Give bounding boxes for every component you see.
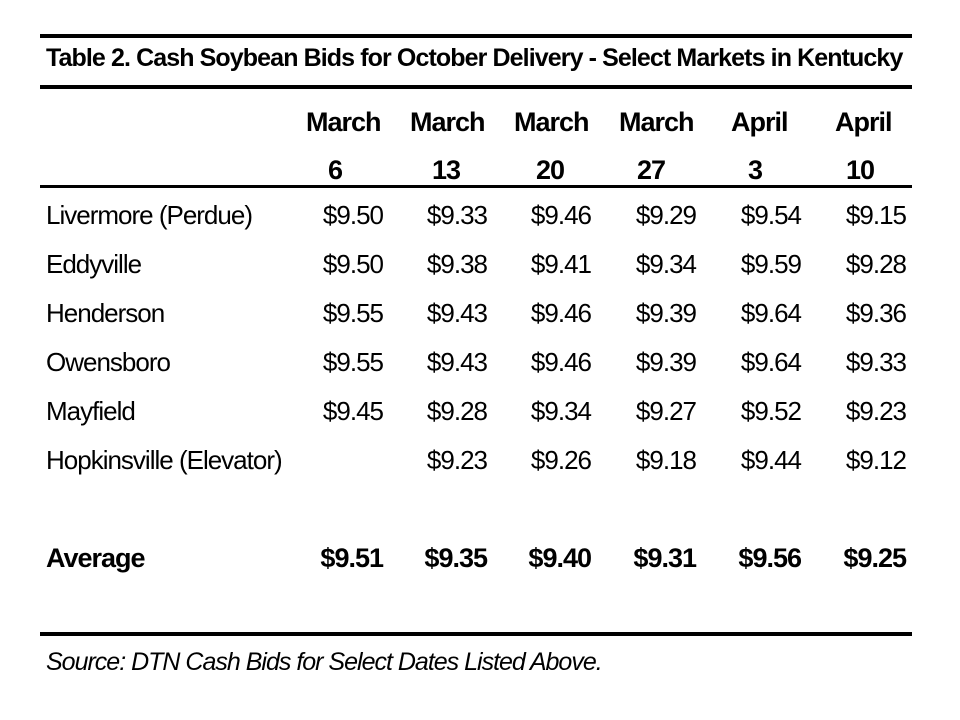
title-rule xyxy=(40,85,912,89)
column-header-day: 10 xyxy=(846,155,875,185)
table-row: Henderson $9.55 $9.43 $9.46 $9.39 $9.64 … xyxy=(0,298,960,338)
row-label: Mayfield xyxy=(46,396,136,426)
top-rule xyxy=(40,34,912,38)
table-cell: $9.28 xyxy=(845,249,907,279)
row-label: Owensboro xyxy=(46,347,171,377)
column-header-day: 3 xyxy=(748,155,763,185)
table-cell: $9.50 xyxy=(322,249,384,279)
table-row: Livermore (Perdue) $9.50 $9.33 $9.46 $9.… xyxy=(0,200,960,240)
table-cell: $9.44 xyxy=(740,445,802,475)
row-label: Henderson xyxy=(46,298,165,328)
table-cell: $9.27 xyxy=(635,396,697,426)
column-header: April 10 xyxy=(835,98,955,194)
table-cell: $9.50 xyxy=(322,200,384,230)
column-header: March 27 xyxy=(619,98,739,194)
column-header-month: March xyxy=(306,107,382,137)
table-cell: $9.51 xyxy=(320,543,384,573)
column-header-month: March xyxy=(410,107,486,137)
table-cell: $9.64 xyxy=(740,347,802,377)
table-cell: $9.26 xyxy=(530,445,592,475)
table-cell: $9.52 xyxy=(740,396,802,426)
table-cell: $9.55 xyxy=(322,347,384,377)
table-cell: $9.46 xyxy=(530,347,592,377)
column-header: March 13 xyxy=(410,98,530,194)
table-cell: $9.23 xyxy=(426,445,488,475)
column-header-day: 13 xyxy=(432,155,461,185)
table-cell: $9.43 xyxy=(426,298,488,328)
average-row: Average $9.51 $9.35 $9.40 $9.31 $9.56 $9… xyxy=(0,543,960,583)
table-cell: $9.64 xyxy=(740,298,802,328)
table-cell: $9.31 xyxy=(633,543,697,573)
column-header: April 3 xyxy=(731,98,851,194)
table-cell: $9.59 xyxy=(740,249,802,279)
table-cell: $9.12 xyxy=(845,445,907,475)
table-cell: $9.34 xyxy=(530,396,592,426)
column-header-month: March xyxy=(619,107,695,137)
table-cell: $9.15 xyxy=(845,200,907,230)
table-cell: $9.25 xyxy=(843,543,907,573)
row-label: Average xyxy=(46,543,146,573)
bottom-rule xyxy=(40,632,912,636)
table-row: Eddyville $9.50 $9.38 $9.41 $9.34 $9.59 … xyxy=(0,249,960,289)
column-header-month: March xyxy=(514,107,590,137)
table-cell: $9.46 xyxy=(530,298,592,328)
column-header: March 20 xyxy=(514,98,634,194)
table-row: Owensboro $9.55 $9.43 $9.46 $9.39 $9.64 … xyxy=(0,347,960,387)
column-header: March 6 xyxy=(306,98,426,194)
table-row: Hopkinsville (Elevator) $9.23 $9.26 $9.1… xyxy=(0,445,960,485)
table-cell: $9.18 xyxy=(635,445,697,475)
table-cell: $9.55 xyxy=(322,298,384,328)
table-cell: $9.35 xyxy=(424,543,488,573)
column-header-day: 20 xyxy=(536,155,565,185)
source-note: Source: DTN Cash Bids for Select Dates L… xyxy=(46,648,603,676)
table-cell: $9.33 xyxy=(845,347,907,377)
row-label: Eddyville xyxy=(46,249,142,279)
header-rule xyxy=(40,185,912,188)
table-cell: $9.34 xyxy=(635,249,697,279)
table-cell: $9.46 xyxy=(530,200,592,230)
table-cell: $9.43 xyxy=(426,347,488,377)
row-label: Livermore (Perdue) xyxy=(46,200,253,230)
table-cell: $9.56 xyxy=(738,543,802,573)
table-cell: $9.38 xyxy=(426,249,488,279)
column-header-month: April xyxy=(835,107,893,137)
row-label: Hopkinsville (Elevator) xyxy=(46,445,283,475)
table-title: Table 2. Cash Soybean Bids for October D… xyxy=(46,44,903,72)
column-header-day: 27 xyxy=(637,155,666,185)
table-cell: $9.23 xyxy=(845,396,907,426)
table-cell: $9.41 xyxy=(530,249,592,279)
table-cell: $9.28 xyxy=(426,396,488,426)
table-cell: $9.29 xyxy=(635,200,697,230)
table-cell: $9.36 xyxy=(845,298,907,328)
table-cell: $9.39 xyxy=(635,298,697,328)
table-cell: $9.54 xyxy=(740,200,802,230)
table-cell: $9.40 xyxy=(528,543,592,573)
column-header-day: 6 xyxy=(328,155,343,185)
table-cell: $9.33 xyxy=(426,200,488,230)
table-cell: $9.45 xyxy=(322,396,384,426)
column-header-month: April xyxy=(731,107,789,137)
table-row: Mayfield $9.45 $9.28 $9.34 $9.27 $9.52 $… xyxy=(0,396,960,436)
table-cell: $9.39 xyxy=(635,347,697,377)
